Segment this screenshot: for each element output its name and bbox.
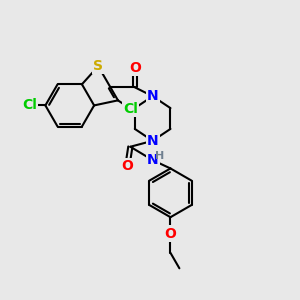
Text: H: H: [155, 151, 165, 161]
Text: N: N: [147, 153, 158, 167]
Text: N: N: [147, 134, 158, 148]
Text: N: N: [147, 89, 158, 103]
Text: Cl: Cl: [22, 98, 38, 112]
Text: Cl: Cl: [123, 102, 138, 116]
Text: O: O: [129, 61, 141, 75]
Text: O: O: [122, 159, 133, 173]
Text: O: O: [164, 226, 176, 241]
Text: S: S: [93, 59, 103, 73]
